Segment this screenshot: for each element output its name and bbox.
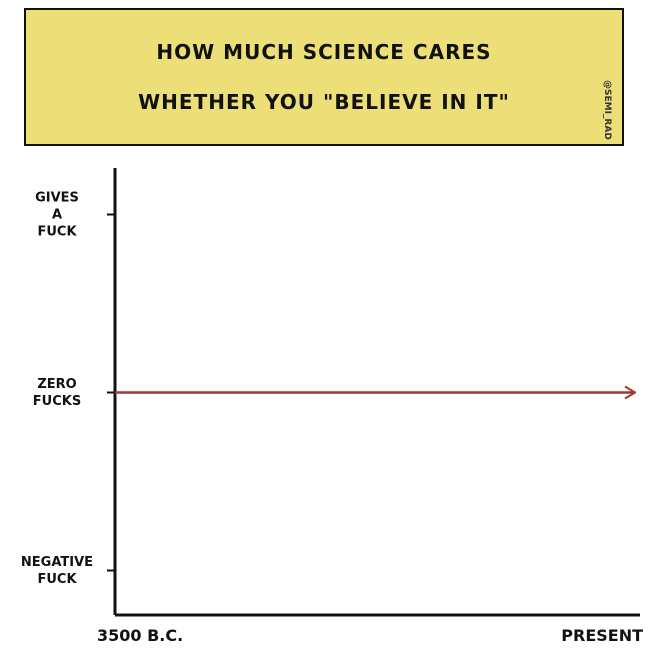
y-tick-label: ZERO FUCKS — [32, 376, 82, 409]
y-tick-label: NEGATIVE FUCK — [20, 554, 94, 587]
title-box: HOW MUCH SCIENCE CARES WHETHER YOU "BELI… — [24, 8, 624, 146]
x-tick-label: PRESENT — [561, 626, 643, 645]
chart-title: WHETHER YOU "BELIEVE IN IT" — [138, 90, 510, 114]
y-tick-label: GIVES A FUCK — [35, 190, 79, 239]
chart-title: HOW MUCH SCIENCE CARES — [156, 40, 492, 64]
x-tick-label: 3500 B.C. — [97, 626, 184, 645]
